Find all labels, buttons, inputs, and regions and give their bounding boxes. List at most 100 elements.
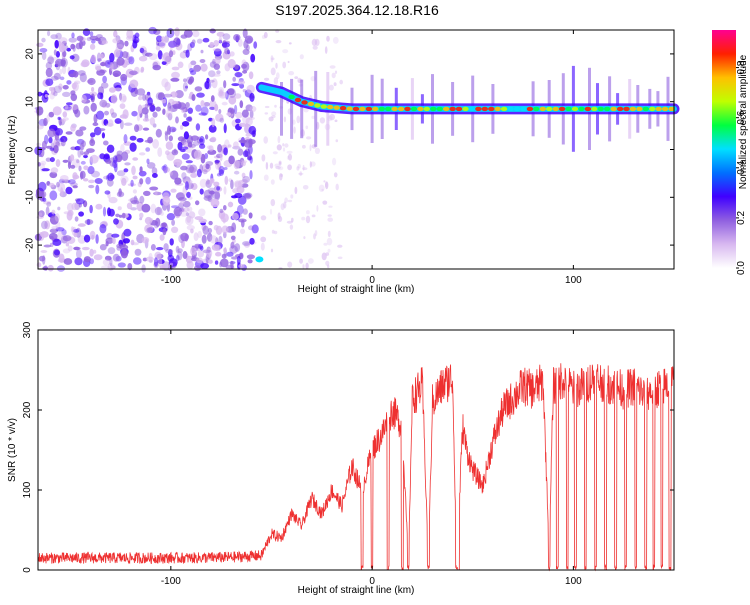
- spectrogram-cell: [334, 70, 338, 74]
- y-tick-label: 0: [22, 567, 33, 573]
- spectrogram-cell: [171, 66, 180, 71]
- spectrogram-cell: [152, 111, 158, 118]
- spectrogram-cell: [76, 249, 82, 259]
- spectrogram-cell: [243, 150, 249, 158]
- spectrogram-cell: [109, 257, 113, 267]
- spectrogram-cell: [168, 40, 177, 48]
- spectrogram-cell: [180, 200, 185, 205]
- spectrogram-cell: [263, 31, 268, 39]
- snr-x-ticks: -100 0 100: [161, 330, 582, 587]
- spectrogram-cell: [68, 37, 77, 43]
- spectrogram-cell: [136, 88, 146, 96]
- spectrogram-cell: [115, 44, 124, 49]
- spectrogram-cell: [218, 165, 225, 175]
- spectrogram-cell: [319, 117, 326, 124]
- spectrogram-cell: [140, 69, 144, 73]
- spectrogram-cell: [104, 190, 111, 195]
- spectrogram-x-axis-label: Height of straight line (km): [298, 284, 415, 295]
- spectrogram-cell: [41, 140, 47, 149]
- spectrogram-cell: [70, 124, 76, 132]
- x-tick-label: 100: [565, 275, 582, 286]
- spectrogram-cell: [49, 228, 59, 234]
- spectrogram-cell: [214, 190, 221, 201]
- spectrogram-cell: [38, 212, 43, 218]
- spectrogram-cell: [128, 56, 135, 65]
- spectrogram-cell: [130, 179, 134, 187]
- spectrogram-cell: [185, 116, 192, 122]
- spectrogram-cell: [38, 181, 47, 192]
- tone-hotspot: [578, 106, 585, 112]
- spectrogram-cell: [210, 136, 217, 143]
- spectrogram-cell: [181, 239, 185, 249]
- spectrogram-cell: [337, 256, 343, 260]
- spectrogram-cell: [55, 58, 64, 67]
- spectrogram-cell: [58, 43, 66, 53]
- tone-hotspot: [616, 106, 624, 112]
- spectrogram-cell: [81, 94, 87, 103]
- spectrogram-cell: [294, 76, 299, 79]
- spectrogram-cell: [190, 172, 198, 178]
- snr-plot-area: [38, 330, 674, 570]
- spectrogram-cell: [283, 116, 287, 123]
- spectrogram-cell: [224, 47, 230, 55]
- spectrogram-cell: [120, 73, 128, 82]
- spectrogram-cell: [250, 53, 256, 63]
- spectrogram-cell: [46, 201, 52, 207]
- spectrogram-cell: [213, 63, 220, 70]
- spectrogram-cell: [65, 186, 73, 195]
- spectrogram-cell: [102, 75, 107, 83]
- spectrogram-cell: [243, 39, 249, 49]
- spectrogram-cell: [87, 77, 96, 86]
- spectrogram-cell: [231, 195, 238, 199]
- tone-hotspot: [307, 101, 315, 107]
- spectrogram-cell: [173, 206, 183, 217]
- spectrogram-cell: [53, 145, 59, 154]
- spectrogram-cell: [69, 154, 75, 162]
- spectrogram-cell: [195, 123, 201, 131]
- spectrogram-cell: [45, 67, 53, 78]
- spectrogram-cell: [264, 105, 270, 109]
- spectrogram-cell: [226, 251, 234, 257]
- spectrogram-cell: [325, 181, 329, 190]
- spectrogram-cell: [310, 161, 316, 167]
- spectrogram-cell: [121, 212, 126, 219]
- spectrogram-cell: [83, 105, 90, 115]
- spectrogram-cell: [108, 87, 116, 93]
- spectrogram-cell: [302, 144, 306, 149]
- spectrogram-cell: [210, 95, 215, 102]
- spectrogram-cell: [113, 49, 121, 58]
- spectrogram-cell: [152, 64, 161, 71]
- spectrogram-cell: [74, 216, 79, 222]
- spectrogram-cell: [214, 159, 221, 163]
- spectrogram-cell: [179, 51, 188, 59]
- spectrogram-cell: [153, 257, 159, 267]
- spectrogram-cell: [149, 105, 156, 112]
- spectrogram-cell: [137, 104, 143, 114]
- spectrogram-cell: [90, 132, 96, 138]
- spectrogram-cell: [177, 136, 185, 142]
- spectrogram-cell: [43, 200, 52, 205]
- spectrogram-cell: [79, 72, 87, 83]
- spectrogram-cell: [104, 110, 109, 116]
- spectrogram-cell: [49, 242, 54, 247]
- spectrogram-cell: [274, 104, 277, 108]
- spectrogram-cell: [210, 198, 220, 208]
- spectrogram-cell: [40, 250, 48, 253]
- spectrogram-cell: [106, 178, 114, 187]
- spectrogram-cell: [89, 31, 94, 37]
- spectrogram-cell: [47, 56, 55, 65]
- spectrogram-cell: [221, 42, 230, 48]
- tone-hotspot: [333, 105, 340, 110]
- spectrogram-cell: [335, 139, 339, 143]
- spectrogram-cell: [80, 160, 86, 165]
- spectrogram-cell: [52, 106, 62, 116]
- snr-marks: [37, 363, 675, 572]
- spectrogram-cell: [183, 113, 187, 118]
- spectrogram-cell: [40, 191, 47, 198]
- spectrogram-cell: [316, 205, 319, 212]
- spectrogram-cell: [68, 179, 76, 185]
- spectrogram-cell: [167, 102, 171, 111]
- spectrogram-cell: [109, 108, 115, 115]
- tone-hotspot: [397, 106, 405, 112]
- spectrogram-cell: [55, 32, 62, 40]
